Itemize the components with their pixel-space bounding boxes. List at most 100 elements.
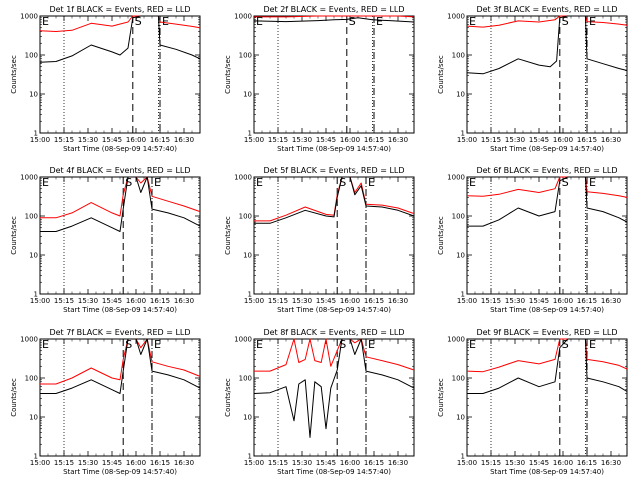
y-tick-label: 1000: [234, 13, 252, 21]
x-tick-label: 16:15: [577, 136, 597, 144]
y-tick-label: 10: [29, 414, 38, 422]
y-tick-label: 1: [248, 130, 252, 138]
x-tick-label: 16:00: [340, 136, 360, 144]
events-series-line: [253, 338, 415, 438]
x-tick-label: 16:00: [553, 459, 573, 467]
marker-letter-start: S: [349, 15, 356, 28]
x-tick-label: 15:00: [244, 459, 264, 467]
x-tick-label: 16:30: [388, 297, 408, 305]
y-tick-label: 100: [25, 375, 38, 383]
panel-title: Det 1f BLACK = Events, RED = LLD: [49, 5, 190, 14]
x-tick-label: 15:30: [505, 459, 525, 467]
x-tick-label: 16:00: [126, 297, 146, 305]
marker-letter-end: E: [589, 15, 596, 28]
x-tick-label: 16:00: [340, 297, 360, 305]
y-tick-label: 100: [25, 213, 38, 221]
x-axis-label: Start Time (08-Sep-09 14:57:40): [63, 306, 177, 314]
x-tick-label: 16:15: [364, 297, 384, 305]
x-tick-label: 15:00: [30, 459, 50, 467]
lld-series-line: [466, 176, 628, 198]
marker-letter-start: S: [135, 15, 142, 28]
y-tick-label: 10: [456, 252, 465, 260]
events-series-line: [254, 176, 415, 224]
events-series-line: [253, 17, 415, 23]
marker-letter-left: E: [42, 15, 49, 28]
marker-letter-left: E: [256, 176, 263, 189]
y-axis-label: Counts/sec: [10, 378, 18, 417]
marker-letter-left: E: [469, 15, 476, 28]
lld-series-line: [254, 15, 415, 18]
x-tick-label: 16:30: [601, 136, 621, 144]
x-tick-label: 15:30: [292, 297, 312, 305]
panel-title: Det 2f BLACK = Events, RED = LLD: [263, 5, 404, 14]
x-tick-label: 16:00: [553, 136, 573, 144]
marker-letter-start: S: [125, 176, 132, 189]
x-tick-label: 15:15: [481, 136, 501, 144]
x-axis-label: Start Time (08-Sep-09 14:57:40): [490, 306, 604, 314]
panel-6: Det 6f BLACK = Events, RED = LLD 1 10 100 10…: [437, 166, 628, 314]
y-axis-label: Counts/sec: [437, 216, 445, 255]
lld-series-line: [254, 338, 415, 372]
x-tick-label: 16:15: [364, 459, 384, 467]
y-tick-label: 1000: [234, 174, 252, 182]
x-tick-label: 15:15: [54, 459, 74, 467]
y-tick-label: 100: [25, 52, 38, 60]
marker-letter-left: E: [256, 338, 263, 351]
x-tick-label: 15:30: [292, 459, 312, 467]
x-tick-label: 16:30: [174, 297, 194, 305]
y-tick-label: 1: [461, 130, 465, 138]
panel-2: Det 2f BLACK = Events, RED = LLD 1 10 100 10…: [224, 5, 415, 153]
y-axis-label: Counts/sec: [437, 55, 445, 94]
x-tick-label: 16:30: [601, 459, 621, 467]
y-tick-label: 100: [452, 375, 465, 383]
panel-title: Det 4f BLACK = Events, RED = LLD: [49, 166, 190, 175]
x-axis-label: Start Time (08-Sep-09 14:57:40): [63, 468, 177, 476]
y-axis-label: Counts/sec: [224, 216, 232, 255]
marker-letter-left: E: [256, 15, 263, 28]
y-tick-label: 1: [34, 291, 38, 299]
y-tick-label: 10: [243, 91, 252, 99]
x-tick-label: 15:30: [292, 136, 312, 144]
x-tick-label: 15:30: [78, 459, 98, 467]
marker-letter-left: E: [42, 176, 49, 189]
x-tick-label: 15:45: [316, 136, 336, 144]
lld-series-line: [466, 338, 628, 373]
x-tick-label: 15:30: [78, 297, 98, 305]
x-tick-label: 15:15: [481, 459, 501, 467]
x-tick-label: 15:45: [529, 459, 549, 467]
panel-1: Det 1f BLACK = Events, RED = LLD 1 10 100 10…: [10, 5, 201, 153]
y-tick-label: 1: [248, 291, 252, 299]
x-axis-label: Start Time (08-Sep-09 14:57:40): [490, 468, 604, 476]
x-tick-label: 15:15: [268, 459, 288, 467]
lld-series-line: [39, 15, 201, 32]
x-tick-label: 16:15: [150, 297, 170, 305]
panel-title: Det 7f BLACK = Events, RED = LLD: [49, 328, 190, 337]
y-tick-label: 10: [456, 414, 465, 422]
marker-letter-end: E: [589, 176, 596, 189]
panel-title: Det 3f BLACK = Events, RED = LLD: [476, 5, 617, 14]
x-tick-label: 15:00: [244, 136, 264, 144]
x-tick-label: 16:00: [126, 136, 146, 144]
marker-letter-start: S: [562, 338, 569, 351]
panel-7: Det 7f BLACK = Events, RED = LLD 1 10 100 10…: [10, 328, 201, 476]
panel-title: Det 6f BLACK = Events, RED = LLD: [476, 166, 617, 175]
x-tick-label: 16:00: [340, 459, 360, 467]
x-tick-label: 16:30: [601, 297, 621, 305]
y-axis-label: Counts/sec: [224, 55, 232, 94]
x-axis-label: Start Time (08-Sep-09 14:57:40): [63, 145, 177, 153]
y-tick-label: 100: [239, 52, 252, 60]
x-tick-label: 15:45: [102, 136, 122, 144]
x-tick-label: 15:45: [102, 459, 122, 467]
marker-letter-left: E: [469, 338, 476, 351]
y-tick-label: 10: [29, 252, 38, 260]
marker-letter-end: E: [162, 15, 169, 28]
marker-letter-start: S: [339, 176, 346, 189]
y-tick-label: 1: [461, 291, 465, 299]
y-tick-label: 100: [452, 52, 465, 60]
y-tick-label: 1000: [20, 174, 38, 182]
x-tick-label: 15:30: [78, 136, 98, 144]
panel-title: Det 8f BLACK = Events, RED = LLD: [263, 328, 404, 337]
panel-9: Det 9f BLACK = Events, RED = LLD 1 10 100 10…: [437, 328, 628, 476]
x-tick-label: 15:00: [457, 459, 477, 467]
